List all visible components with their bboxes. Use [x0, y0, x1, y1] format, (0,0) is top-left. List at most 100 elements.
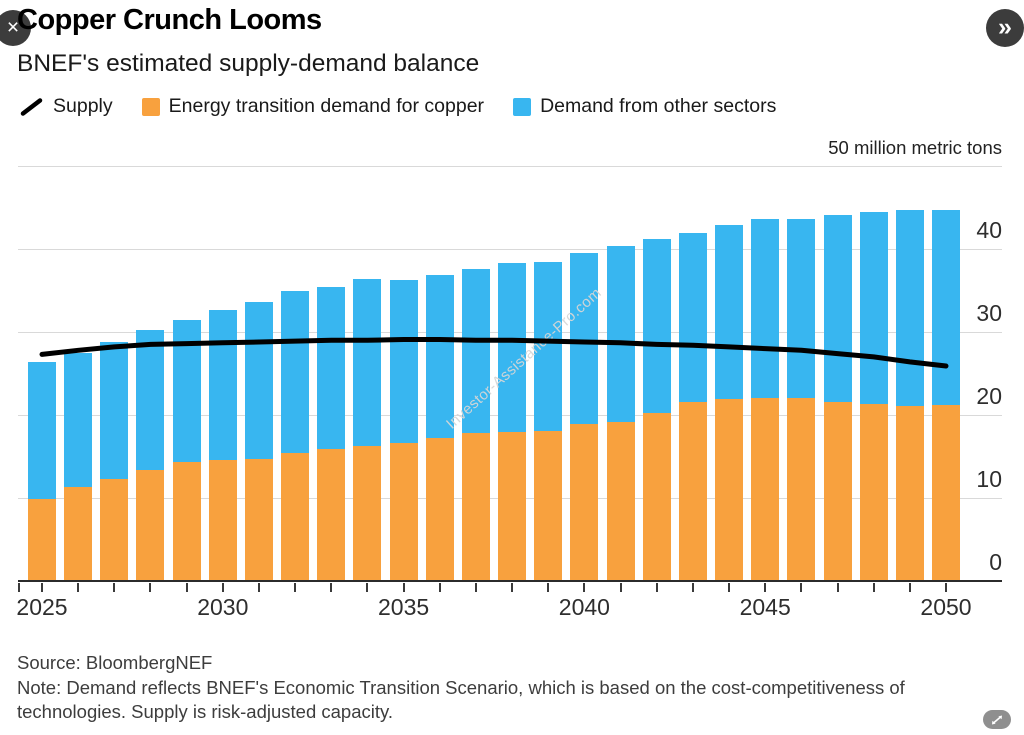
bar-2035-energy-transition-demand — [389, 443, 418, 580]
bar-2027-other-sectors-demand — [100, 341, 129, 479]
x-tick-2037 — [474, 583, 477, 592]
x-axis-label-2040: 2040 — [558, 594, 610, 620]
x-tick-2049 — [908, 583, 911, 592]
resize-button[interactable] — [983, 710, 1011, 729]
bar-2025-energy-transition-demand — [28, 498, 56, 580]
bar-2026-other-sectors-demand — [64, 353, 93, 488]
bar-2031-other-sectors-demand — [244, 301, 273, 459]
chevron-double-right-icon: » — [998, 12, 1012, 41]
x-axis-label-2050: 2050 — [920, 594, 972, 620]
bar-2047-other-sectors-demand — [823, 214, 852, 403]
x-tick-2043 — [691, 583, 694, 592]
bar-2041-other-sectors-demand — [606, 245, 635, 423]
y-axis-label-30: 30 — [976, 300, 1002, 326]
bar-2040-energy-transition-demand — [570, 423, 599, 580]
x-tick-2046 — [800, 583, 803, 592]
bar-2028-energy-transition-demand — [136, 469, 165, 580]
bar-2037-energy-transition-demand — [461, 433, 490, 580]
note-line-1: Note: Demand reflects BNEF's Economic Tr… — [17, 676, 905, 698]
x-tick-2033 — [330, 583, 333, 592]
x-axis-edge-tick — [18, 583, 20, 592]
bar-2039-energy-transition-demand — [534, 431, 563, 580]
source-text: Source: BloombergNEF — [17, 652, 213, 673]
bar-2049-other-sectors-demand — [895, 209, 924, 406]
y-axis-label-40: 40 — [976, 217, 1002, 243]
bar-2042-other-sectors-demand — [642, 238, 671, 414]
bar-2025-other-sectors-demand — [28, 361, 56, 499]
legend-label: Energy transition demand for copper — [168, 95, 485, 117]
x-tick-2035 — [402, 583, 405, 592]
x-axis-label-2025: 2025 — [16, 594, 68, 620]
bar-2031-energy-transition-demand — [244, 458, 273, 580]
bar-2035-other-sectors-demand — [389, 280, 418, 444]
x-tick-2031 — [257, 583, 260, 592]
bars-layer — [18, 166, 1002, 581]
x-tick-2027 — [113, 583, 116, 592]
x-tick-2036 — [438, 583, 441, 592]
bar-2027-energy-transition-demand — [100, 478, 129, 580]
bar-2045-energy-transition-demand — [751, 398, 780, 580]
legend-swatch-icon — [141, 97, 160, 116]
bar-2038-energy-transition-demand — [498, 432, 527, 580]
x-axis-label-2035: 2035 — [378, 594, 430, 620]
x-tick-2025 — [41, 583, 43, 592]
x-tick-2044 — [728, 583, 731, 592]
gridline-40 — [18, 249, 1002, 250]
x-tick-2047 — [836, 583, 839, 592]
x-tick-2030 — [221, 583, 224, 592]
x-tick-2039 — [547, 583, 550, 592]
x-tick-2042 — [655, 583, 658, 592]
plot-area: 40 30 20 10 0 2025 2030 2035 2040 2045 2050 — [16, 166, 1002, 620]
x-tick-2029 — [185, 583, 188, 592]
plot-top-border — [18, 166, 1002, 167]
legend-swatch-icon — [513, 97, 532, 116]
x-tick-2045 — [764, 583, 767, 592]
next-button[interactable]: » — [986, 9, 1024, 47]
bar-2040-other-sectors-demand — [570, 253, 599, 424]
x-axis-label-2045: 2045 — [739, 594, 791, 620]
bar-2033-other-sectors-demand — [317, 287, 346, 449]
chart-title: Copper Crunch Looms — [17, 4, 322, 36]
bar-2048-energy-transition-demand — [859, 404, 888, 580]
bar-2030-other-sectors-demand — [208, 310, 237, 461]
legend-label: Demand from other sectors — [540, 95, 777, 117]
bar-2044-other-sectors-demand — [715, 224, 744, 400]
note-line-2: technologies. Supply is risk-adjusted ca… — [17, 701, 394, 722]
legend-item-energy-transition-demand: Energy transition demand for copper — [141, 95, 485, 118]
bar-2029-energy-transition-demand — [172, 462, 201, 580]
bar-2034-other-sectors-demand — [353, 278, 382, 447]
bar-2030-energy-transition-demand — [208, 460, 237, 580]
y-axis-label-20: 20 — [976, 383, 1002, 409]
diagonal-resize-icon — [992, 715, 1002, 724]
x-tick-2026 — [77, 583, 80, 592]
bar-2044-energy-transition-demand — [715, 399, 744, 580]
bar-2050-other-sectors-demand — [932, 209, 960, 405]
bar-2049-energy-transition-demand — [895, 405, 924, 580]
legend: Supply Energy transition demand for coppe… — [20, 95, 776, 118]
footer: Source: BloombergNEF Note: Demand reflec… — [17, 651, 905, 725]
legend-item-supply: Supply — [20, 95, 113, 118]
bar-2045-other-sectors-demand — [751, 218, 780, 399]
legend-label: Supply — [53, 95, 113, 117]
x-tick-2048 — [872, 583, 875, 592]
bar-2032-energy-transition-demand — [281, 453, 310, 580]
y-axis-unit-label: 50 million metric tons — [828, 137, 1002, 158]
close-button[interactable]: × — [0, 10, 31, 46]
x-tick-2050 — [945, 583, 947, 592]
bar-2033-energy-transition-demand — [317, 448, 346, 580]
bar-2032-other-sectors-demand — [281, 291, 310, 454]
x-axis-line — [18, 580, 1002, 582]
x-axis-label-2030: 2030 — [197, 594, 249, 620]
x-tick-2032 — [294, 583, 297, 592]
bar-2028-other-sectors-demand — [136, 330, 165, 470]
bar-2046-energy-transition-demand — [787, 398, 816, 580]
bar-2029-other-sectors-demand — [172, 320, 201, 463]
supply-line-icon — [20, 97, 43, 116]
x-tick-2041 — [619, 583, 622, 592]
bar-2034-energy-transition-demand — [353, 446, 382, 580]
bar-2050-energy-transition-demand — [932, 404, 960, 580]
close-icon: × — [6, 15, 20, 39]
chart-subtitle: BNEF's estimated supply-demand balance — [17, 50, 480, 77]
y-axis-label-10: 10 — [976, 466, 1002, 492]
